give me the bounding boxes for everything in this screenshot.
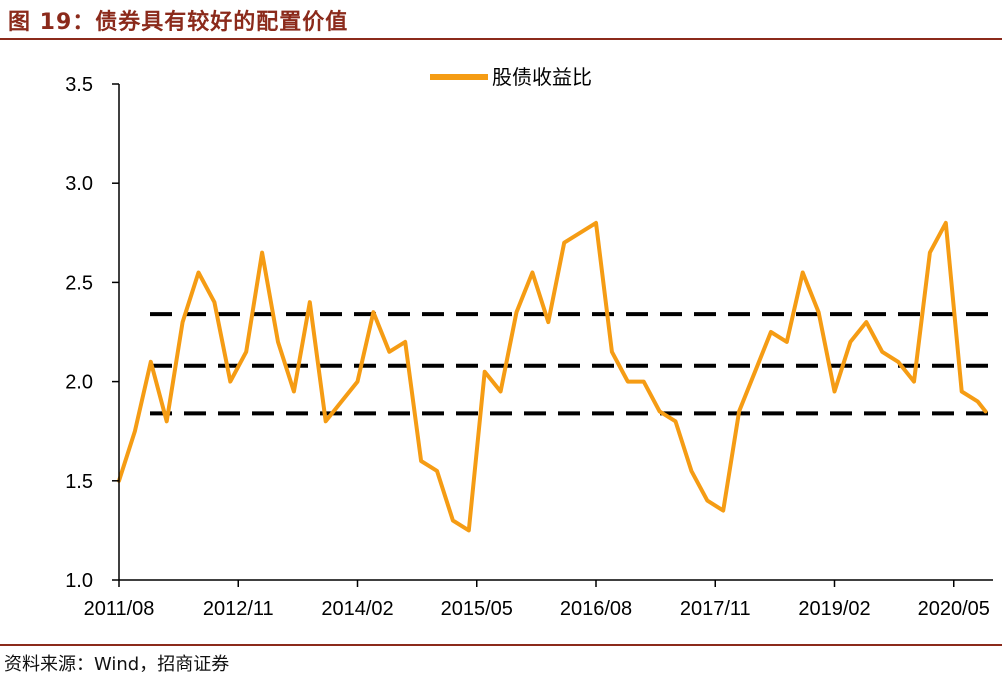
x-tick-label: 2017/11 xyxy=(680,598,751,620)
footer-rule xyxy=(0,644,1002,646)
figure-title: 图 19：债券具有较好的配置价值 xyxy=(8,10,349,35)
y-tick-label: 2.0 xyxy=(65,372,93,394)
series-line xyxy=(117,220,988,533)
legend-label: 股债收益比 xyxy=(492,65,592,89)
legend: 股债收益比 xyxy=(430,65,592,89)
series-lines xyxy=(117,220,988,533)
y-tick-label: 3.5 xyxy=(65,74,93,96)
line-chart: 1.0 1.5 2.0 2.5 3.0 3.5 2011/08 2012/11 2014/02… xyxy=(65,65,993,620)
x-tick-label: 2014/02 xyxy=(321,598,393,620)
x-ticks: 2011/08 2012/11 2014/02 2015/05 2016/08 2017/… xyxy=(84,580,990,620)
reference-lines xyxy=(150,312,993,416)
x-tick-label: 2012/11 xyxy=(203,598,274,620)
y-tick-label: 3.0 xyxy=(65,173,93,195)
y-tick-label: 2.5 xyxy=(65,272,93,294)
y-ticks: 1.0 1.5 2.0 2.5 3.0 3.5 xyxy=(65,74,119,592)
x-tick-label: 2019/02 xyxy=(798,598,870,620)
x-tick-label: 2011/08 xyxy=(84,598,155,620)
title-rule xyxy=(0,38,1002,40)
x-tick-label: 2015/05 xyxy=(441,598,513,620)
source-note: 资料来源：Wind，招商证券 xyxy=(4,654,230,675)
axes xyxy=(118,84,993,581)
y-tick-label: 1.5 xyxy=(65,471,93,493)
y-tick-label: 1.0 xyxy=(65,570,93,592)
x-tick-label: 2016/08 xyxy=(560,598,632,620)
x-tick-label: 2020/05 xyxy=(918,598,990,620)
